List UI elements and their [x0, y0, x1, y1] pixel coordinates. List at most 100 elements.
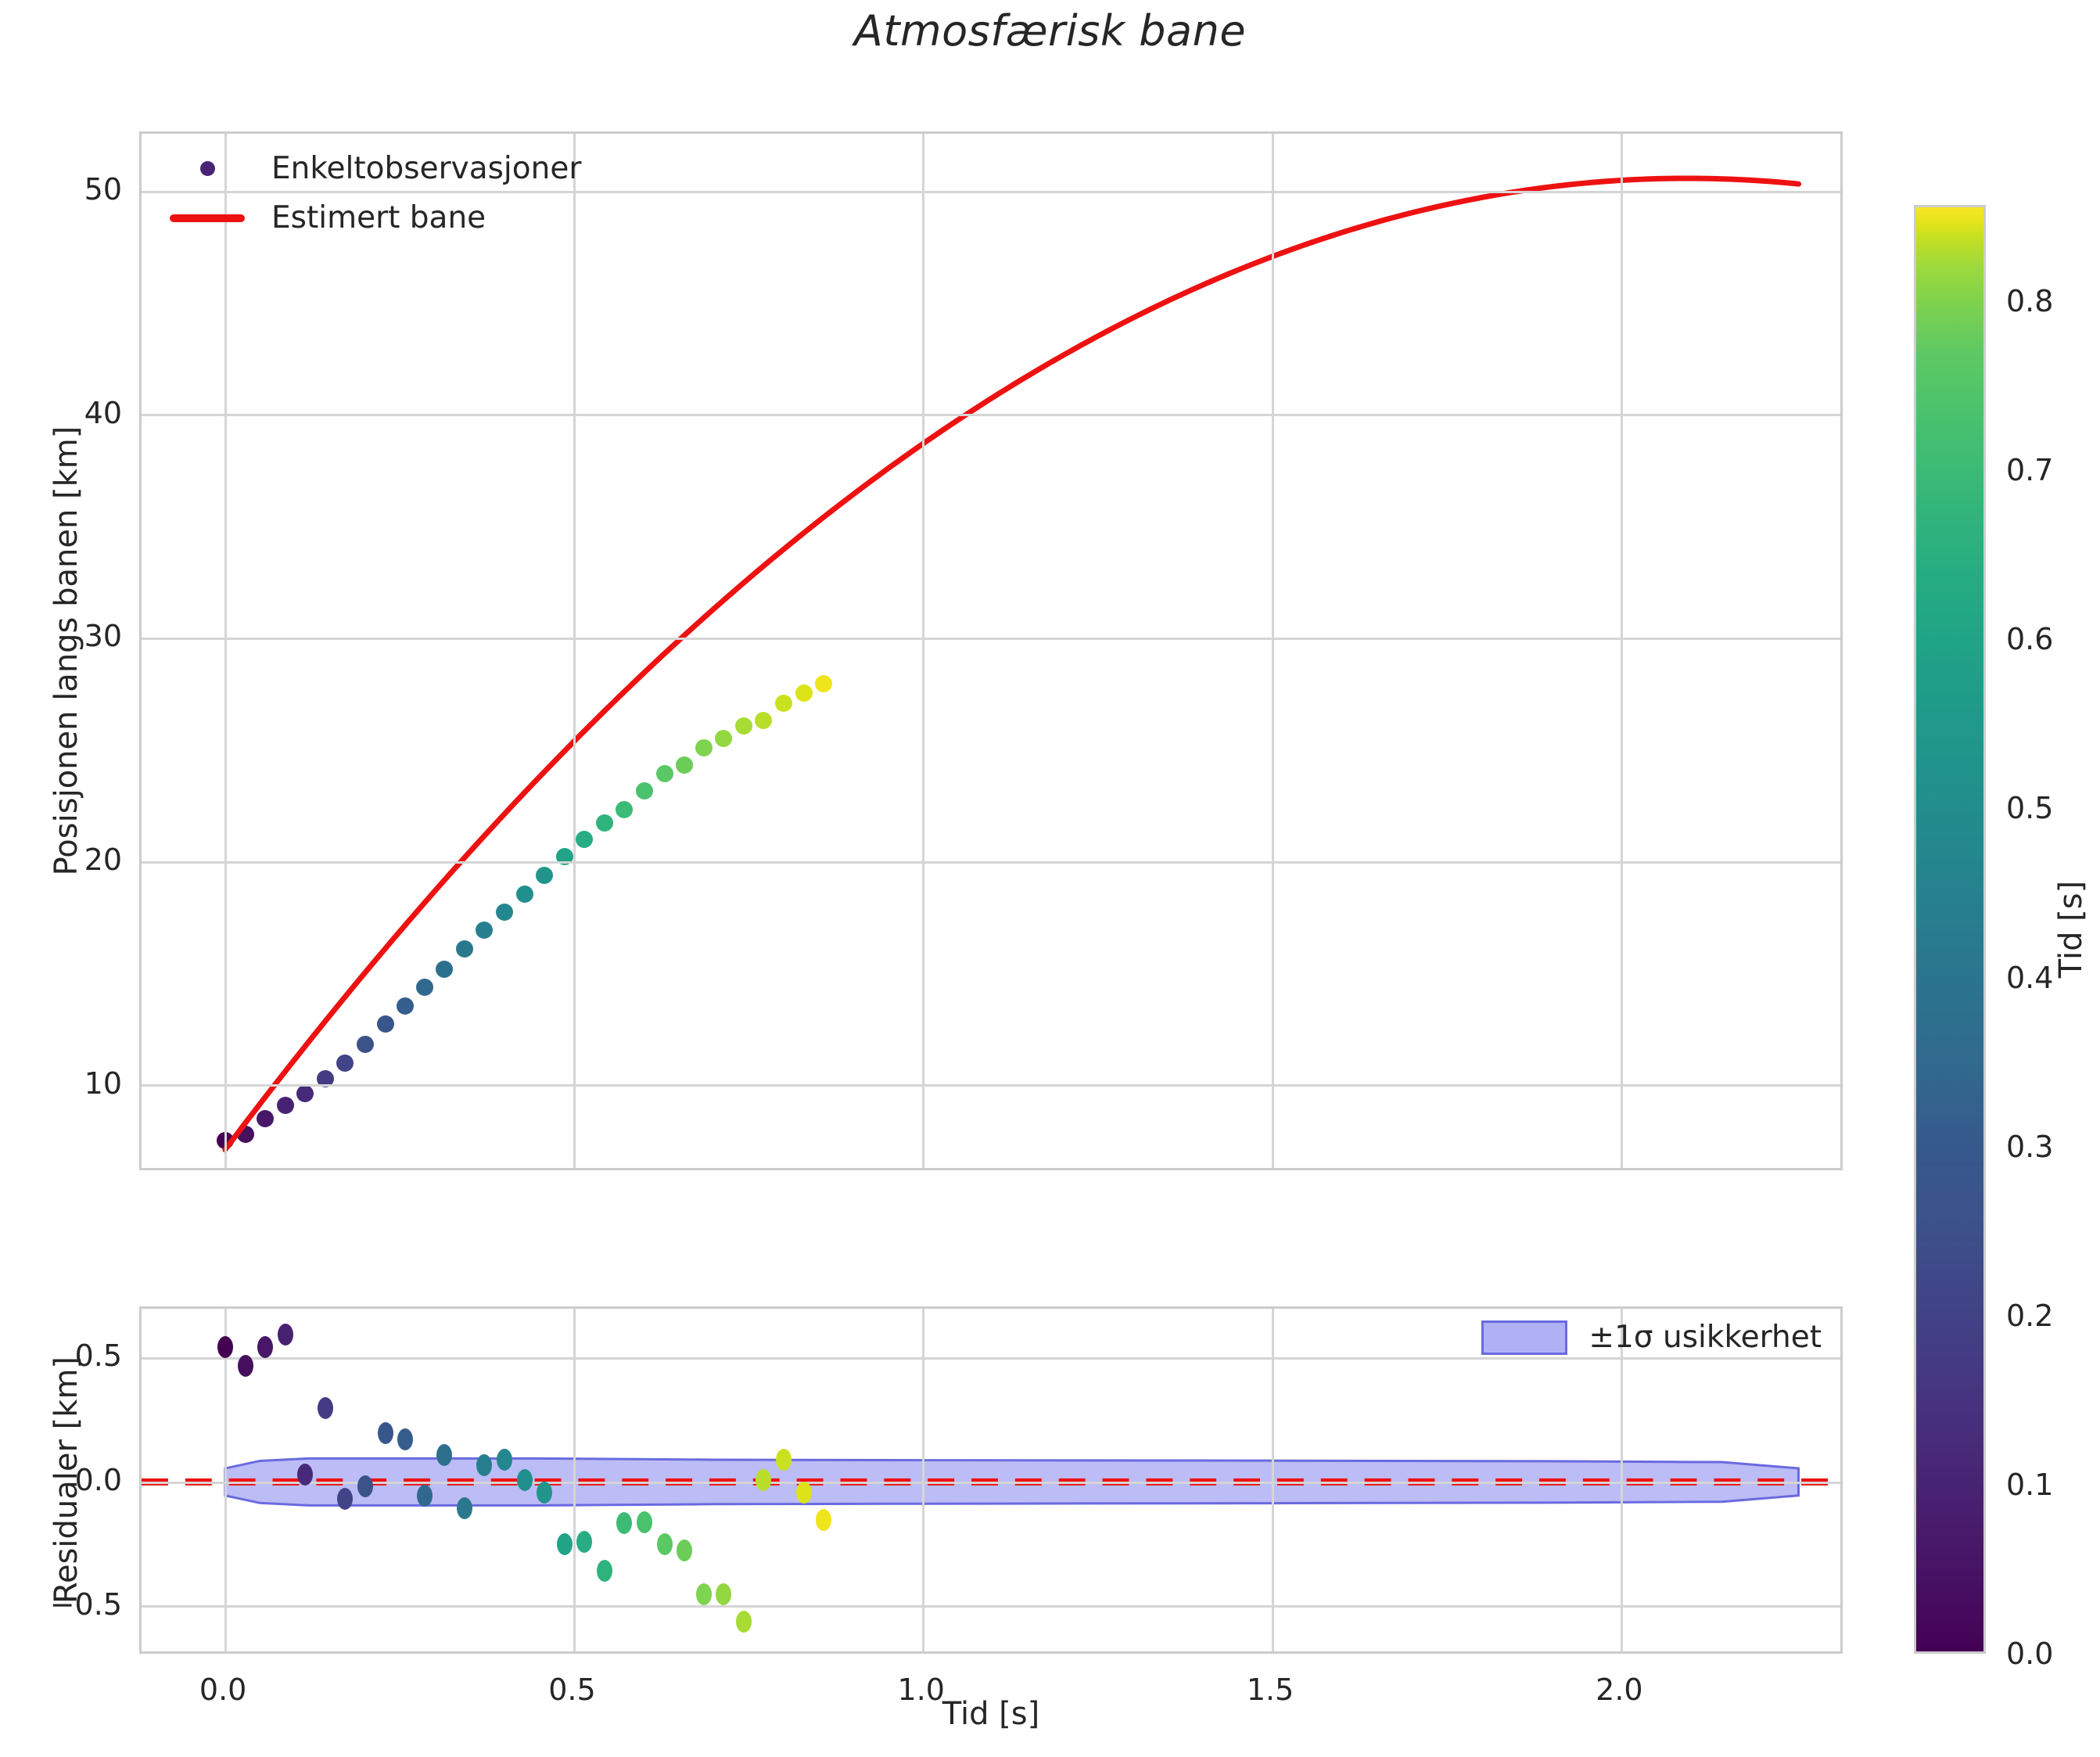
estimated-path-curve	[222, 175, 1802, 1153]
legend-label-observations: Enkeltobservasjoner	[271, 151, 582, 186]
observation-point	[575, 831, 593, 849]
observation-point	[775, 695, 793, 713]
y-tick-label: 20	[84, 843, 122, 878]
residual-point	[317, 1396, 333, 1419]
residual-point	[436, 1444, 453, 1467]
legend-label-estimated-path: Estimert bane	[271, 200, 486, 235]
y-tick-label: 50	[84, 172, 122, 207]
colorbar-tick-label: 0.0	[2006, 1637, 2054, 1671]
gridline-vertical	[573, 1309, 576, 1651]
residual-point	[716, 1583, 732, 1605]
y-tick-label: 0.0	[74, 1463, 122, 1497]
residual-point	[576, 1531, 592, 1554]
trajectory-curve-layer	[222, 175, 1802, 1153]
observation-point	[655, 765, 673, 783]
gridline-horizontal	[142, 190, 1840, 193]
residual-point	[556, 1533, 573, 1556]
trajectory-y-axis-title: Posisjonen langs banen [km]	[48, 426, 84, 876]
residual-point	[497, 1449, 513, 1471]
trajectory-plot-axes: Enkeltobservasjoner Estimert bane	[139, 131, 1843, 1170]
gridline-vertical	[224, 1309, 227, 1651]
residual-point	[397, 1428, 413, 1450]
scatter-point-icon	[163, 161, 251, 176]
residual-point	[676, 1540, 692, 1562]
band-patch-icon	[1481, 1320, 1568, 1355]
colorbar-tick-label: 0.7	[2006, 453, 2054, 488]
gridline-horizontal	[142, 1481, 1840, 1484]
observation-point	[276, 1096, 294, 1114]
residual-point	[756, 1468, 772, 1491]
observation-point	[795, 684, 813, 702]
residuals-band-layer	[142, 1457, 1840, 1507]
x-tick-label: 1.0	[897, 1673, 945, 1707]
residual-point	[736, 1610, 752, 1633]
observation-point	[336, 1055, 354, 1073]
residual-point	[616, 1512, 632, 1535]
y-tick-label: 30	[84, 619, 122, 654]
observation-point	[376, 1015, 394, 1033]
residual-point	[537, 1481, 553, 1504]
observation-point	[595, 814, 613, 832]
residual-point	[636, 1511, 652, 1533]
observation-point	[316, 1070, 334, 1088]
residual-point	[257, 1336, 273, 1359]
observation-point	[815, 674, 833, 692]
residual-point	[217, 1336, 234, 1359]
trajectory-legend: Enkeltobservasjoner Estimert bane	[163, 148, 581, 239]
residuals-plot-area	[142, 1309, 1840, 1651]
line-swatch-icon	[163, 214, 251, 222]
figure-title: Atmosfærisk bane	[853, 6, 1247, 56]
gridline-vertical	[1620, 1309, 1623, 1651]
gridline-vertical	[224, 134, 227, 1168]
residual-point	[696, 1583, 713, 1605]
observation-point	[735, 717, 753, 735]
gridline-horizontal	[142, 1605, 1840, 1608]
gridline-vertical	[573, 134, 576, 1168]
residual-point	[796, 1481, 813, 1504]
observation-point	[555, 847, 573, 865]
y-tick-label: 10	[84, 1065, 122, 1101]
observation-point	[496, 904, 514, 922]
residuals-legend: ±1σ usikkerhet	[1481, 1317, 1822, 1358]
gridline-vertical	[922, 1309, 925, 1651]
observation-point	[296, 1085, 314, 1103]
colorbar-tick-label: 0.8	[2006, 284, 2054, 319]
observation-point	[715, 729, 733, 747]
observation-point	[356, 1035, 374, 1053]
observation-point	[755, 711, 773, 729]
residual-point	[277, 1324, 293, 1346]
residual-point	[457, 1497, 473, 1520]
residual-point	[517, 1468, 533, 1491]
residual-point	[417, 1485, 433, 1507]
y-tick-label: 0.5	[74, 1338, 122, 1374]
gridline-horizontal	[142, 1084, 1840, 1087]
residual-point	[336, 1487, 353, 1510]
residual-point	[596, 1559, 612, 1582]
x-tick-label: 2.0	[1596, 1673, 1643, 1707]
colorbar-tick-label: 0.1	[2006, 1467, 2054, 1502]
observation-point	[396, 997, 414, 1015]
gridline-horizontal	[142, 1356, 1840, 1360]
gridline-vertical	[1271, 134, 1274, 1168]
observation-point	[536, 867, 554, 885]
colorbar-tick-label: 0.6	[2006, 622, 2054, 657]
residuals-plot-axes: ±1σ usikkerhet	[139, 1306, 1843, 1654]
x-tick-label: 1.5	[1246, 1673, 1294, 1707]
colorbar-tick-label: 0.4	[2006, 960, 2054, 995]
residual-point	[816, 1508, 832, 1531]
observation-point	[456, 940, 474, 958]
trajectory-plot-area	[142, 134, 1840, 1168]
colorbar-tick-label: 0.2	[2006, 1298, 2054, 1333]
legend-item-uncertainty: ±1σ usikkerhet	[1481, 1320, 1822, 1355]
gridline-horizontal	[142, 637, 1840, 640]
legend-item-observations: Enkeltobservasjoner	[163, 151, 581, 186]
residual-point	[296, 1464, 313, 1486]
gridline-vertical	[922, 134, 925, 1168]
colorbar: 0.0 0.1 0.2 0.3 0.4 0.5 0.6 0.7 0.8	[1914, 205, 2053, 1671]
x-tick-label: 0.5	[548, 1673, 596, 1707]
observation-point	[615, 800, 633, 818]
colorbar-tick-label: 0.3	[2006, 1129, 2054, 1164]
residual-point	[476, 1453, 493, 1476]
gridline-vertical	[1620, 134, 1623, 1168]
